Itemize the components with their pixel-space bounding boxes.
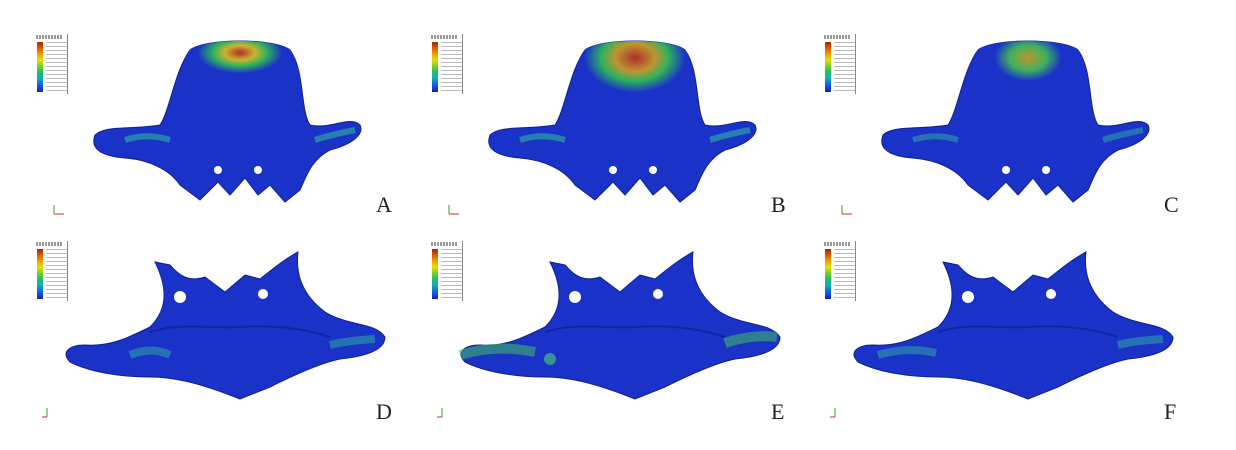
- axis-triad-icon: [40, 405, 54, 419]
- stress-legend: [34, 34, 70, 94]
- maxilla-model-palatal: [93, 40, 362, 203]
- panel-b: B: [425, 30, 805, 242]
- axis-triad-icon: [447, 202, 461, 216]
- maxilla-model-palatal: [881, 40, 1150, 203]
- panel-a: A: [30, 30, 410, 242]
- panel-d: D: [30, 237, 410, 449]
- maxilla-model-palatal: [488, 40, 757, 203]
- axis-triad-icon: [828, 405, 842, 419]
- stress-legend: [429, 34, 465, 94]
- panel-label: A: [376, 192, 392, 217]
- panel-label: C: [1164, 192, 1179, 217]
- panel-label: B: [771, 192, 786, 217]
- stress-legend: [34, 241, 70, 301]
- panel-label: F: [1164, 399, 1177, 424]
- maxilla-model-superior: [853, 251, 1174, 400]
- panel-f: F: [818, 237, 1198, 449]
- stress-legend: [822, 241, 858, 301]
- stress-legend: [822, 34, 858, 94]
- axis-triad-icon: [840, 202, 854, 216]
- axis-triad-icon: [435, 405, 449, 419]
- panel-label: D: [376, 399, 392, 424]
- maxilla-model-superior: [458, 251, 781, 400]
- axis-triad-icon: [52, 202, 66, 216]
- panel-label: E: [771, 399, 785, 424]
- maxilla-model-superior: [65, 251, 386, 400]
- stress-legend: [429, 241, 465, 301]
- panel-c: C: [818, 30, 1198, 242]
- panel-e: E: [425, 237, 805, 449]
